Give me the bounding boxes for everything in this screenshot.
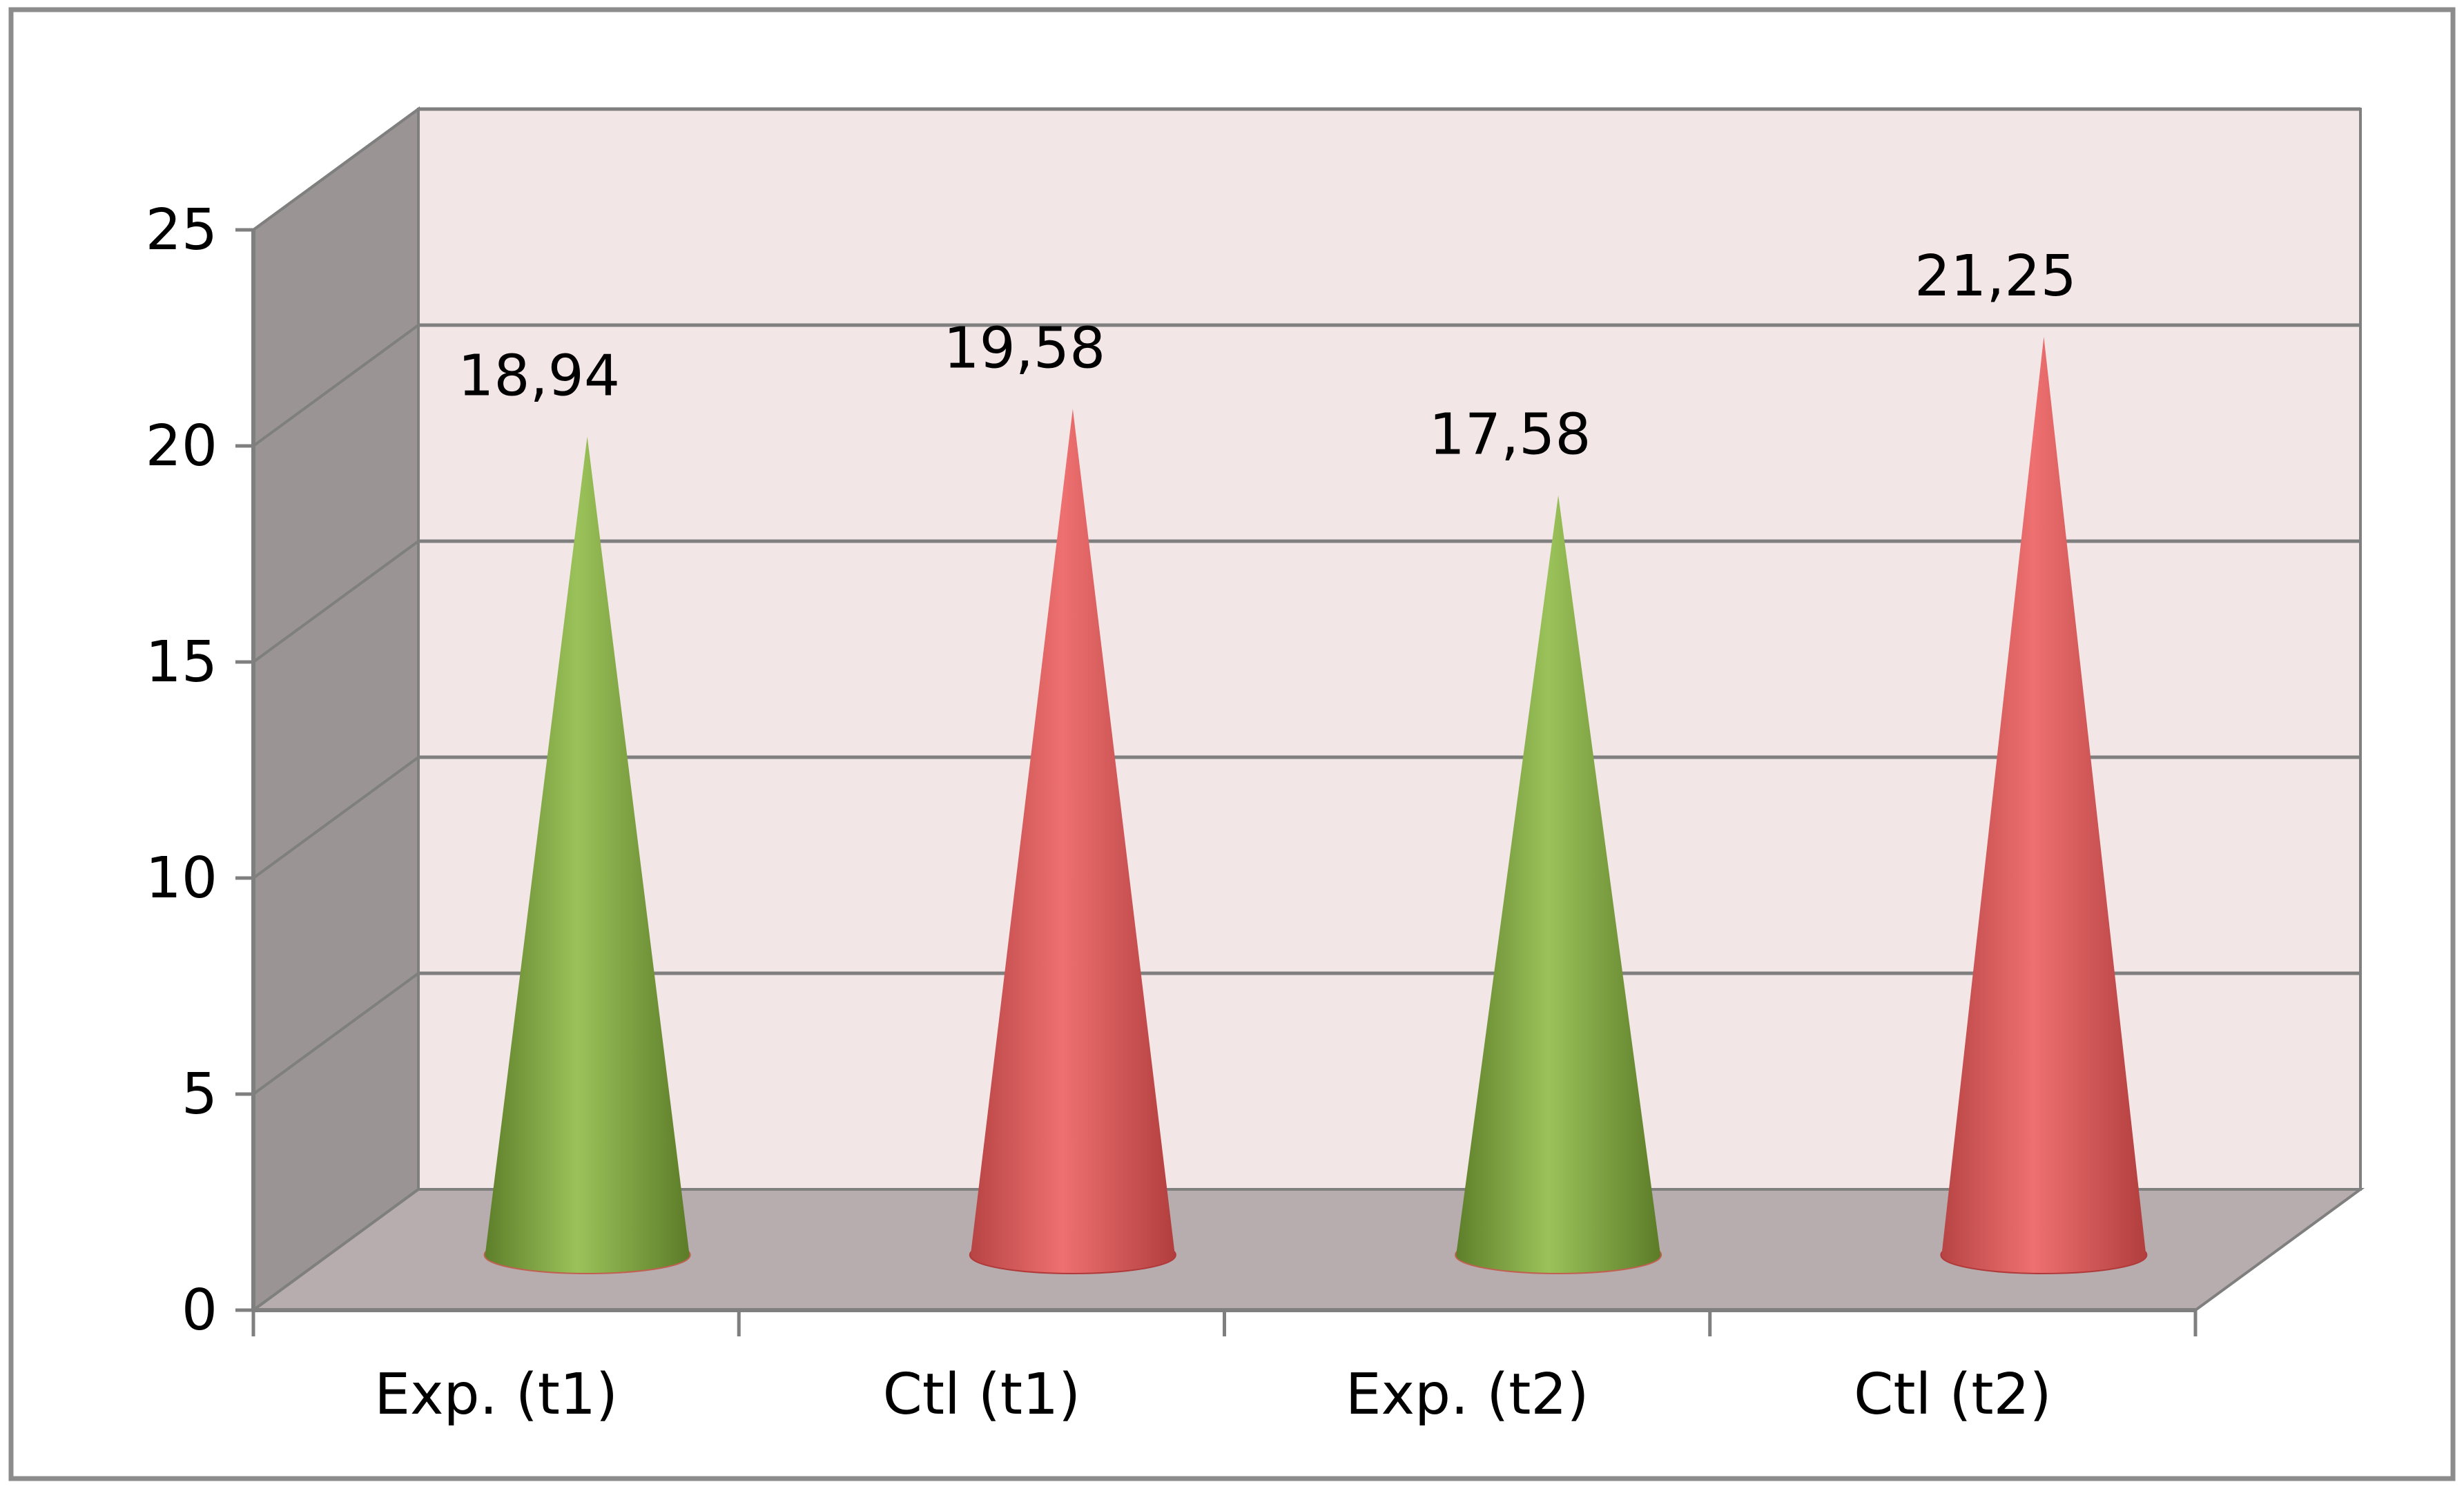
gridline-side [252, 756, 420, 879]
axes [235, 228, 2198, 1336]
data-label: 18,94 [458, 343, 620, 409]
x-tick-label: Exp. (t1) [374, 1362, 618, 1427]
y-tick-label: 0 [182, 1278, 217, 1343]
data-label: 17,58 [1429, 402, 1591, 467]
y-tick-label: 25 [146, 197, 217, 263]
y-axis-tick-labels: 0 5 10 15 20 25 [146, 197, 217, 1343]
y-tick-label: 15 [146, 630, 217, 695]
side-wall [252, 106, 420, 1313]
cone-series [483, 336, 2148, 1274]
cone-bar [485, 436, 690, 1274]
y-tick-label: 10 [146, 846, 217, 911]
chart-walls [249, 106, 2365, 1313]
cone-bar [1456, 495, 1661, 1274]
cone-bar [1941, 336, 2146, 1274]
x-tick-label: Ctl (t1) [883, 1362, 1081, 1427]
y-tick-label: 20 [146, 413, 217, 479]
gridline-side [252, 540, 420, 663]
data-labels: 18,94 19,58 17,58 21,25 [458, 244, 2077, 468]
y-tick-label: 5 [182, 1062, 217, 1127]
cone-bar [970, 409, 1175, 1274]
gridline-side [252, 324, 420, 447]
gridline-side [252, 972, 420, 1095]
data-label: 19,58 [944, 315, 1106, 381]
x-axis-tick-labels: Exp. (t1) Ctl (t1) Exp. (t2) Ctl (t2) [374, 1362, 2051, 1427]
gridline-side [252, 108, 420, 231]
data-label: 21,25 [1914, 244, 2077, 309]
x-tick-label: Exp. (t2) [1346, 1362, 1589, 1427]
x-tick-label: Ctl (t2) [1854, 1362, 2052, 1427]
